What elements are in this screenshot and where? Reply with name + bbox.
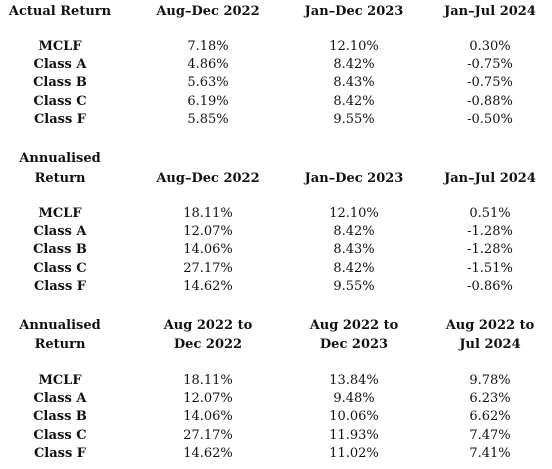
table-cell: 11.93% xyxy=(329,428,379,443)
table-cell: 12.07% xyxy=(183,224,233,239)
table-cell: 8.42% xyxy=(333,261,375,276)
table-cell: 8.43% xyxy=(333,242,375,257)
table-cell: 0.51% xyxy=(469,206,511,221)
table-cell: 12.10% xyxy=(329,39,379,54)
column-header-line: Dec 2022 xyxy=(173,337,243,352)
row-label: MCLF xyxy=(38,206,82,221)
row-label: Class F xyxy=(33,112,87,127)
row-label: Class A xyxy=(33,224,87,239)
table-cell: 18.11% xyxy=(183,206,233,221)
column-header-line: Dec 2023 xyxy=(319,337,389,352)
table-cell: 11.02% xyxy=(329,446,379,461)
table-cell: 0.30% xyxy=(469,39,511,54)
table-cell: -0.75% xyxy=(467,57,513,72)
table-cell: 14.06% xyxy=(183,242,233,257)
row-label: Class B xyxy=(33,75,87,90)
table-cell: -0.50% xyxy=(467,112,513,127)
column-header: Jan–Jul 2024 xyxy=(444,171,536,186)
table-header-label-line: Return xyxy=(34,171,86,186)
table-cell: 4.86% xyxy=(187,57,229,72)
table-cell: 8.43% xyxy=(333,75,375,90)
table-cell: 8.42% xyxy=(333,94,375,109)
column-header: Jan–Dec 2023 xyxy=(304,171,404,186)
table-cell: 9.55% xyxy=(333,279,375,294)
table-cell: 27.17% xyxy=(183,261,233,276)
table-cell: 9.78% xyxy=(469,373,511,388)
column-header: Aug–Dec 2022 xyxy=(156,171,260,186)
table-cell: 9.55% xyxy=(333,112,375,127)
column-header: Aug–Dec 2022 xyxy=(156,4,260,19)
table-cell: 14.06% xyxy=(183,409,233,424)
table-cell: 6.19% xyxy=(187,94,229,109)
table-cell: 7.47% xyxy=(469,428,511,443)
table-cell: -0.75% xyxy=(467,75,513,90)
column-header: Jan–Jul 2024 xyxy=(444,4,536,19)
table-cell: 6.23% xyxy=(469,391,511,406)
row-label: Class C xyxy=(33,261,87,276)
table-cell: 5.63% xyxy=(187,75,229,90)
column-header-line: Aug 2022 to xyxy=(163,318,253,333)
table-cell: 8.42% xyxy=(333,224,375,239)
column-header-line: Aug 2022 to xyxy=(445,318,535,333)
column-header-line: Aug 2022 to xyxy=(309,318,399,333)
column-header: Jan–Dec 2023 xyxy=(304,4,404,19)
table-cell: -1.28% xyxy=(467,224,513,239)
row-label: Class A xyxy=(33,57,87,72)
table-cell: 5.85% xyxy=(187,112,229,127)
table-cell: -1.28% xyxy=(467,242,513,257)
row-label: Class C xyxy=(33,94,87,109)
row-label: Class B xyxy=(33,409,87,424)
table-cell: 14.62% xyxy=(183,446,233,461)
table-cell: -0.86% xyxy=(467,279,513,294)
table-cell: 8.42% xyxy=(333,57,375,72)
table-cell: 7.41% xyxy=(469,446,511,461)
table-cell: 12.10% xyxy=(329,206,379,221)
table-header-label: Actual Return xyxy=(8,4,112,19)
table-header-label-line: Annualised xyxy=(19,318,101,333)
row-label: MCLF xyxy=(38,373,82,388)
row-label: Class A xyxy=(33,391,87,406)
row-label: Class F xyxy=(33,446,87,461)
table-cell: -0.88% xyxy=(467,94,513,109)
row-label: MCLF xyxy=(38,39,82,54)
table-cell: -1.51% xyxy=(467,261,513,276)
table-cell: 18.11% xyxy=(183,373,233,388)
table-header-label-line: Return xyxy=(34,337,86,352)
table-cell: 9.48% xyxy=(333,391,375,406)
table-header-label-line: Annualised xyxy=(19,151,101,166)
row-label: Class F xyxy=(33,279,87,294)
column-header-line: Jul 2024 xyxy=(459,337,521,352)
table-cell: 7.18% xyxy=(187,39,229,54)
table-cell: 13.84% xyxy=(329,373,379,388)
table-cell: 14.62% xyxy=(183,279,233,294)
table-cell: 27.17% xyxy=(183,428,233,443)
row-label: Class C xyxy=(33,428,87,443)
table-cell: 10.06% xyxy=(329,409,379,424)
table-cell: 12.07% xyxy=(183,391,233,406)
row-label: Class B xyxy=(33,242,87,257)
table-cell: 6.62% xyxy=(469,409,511,424)
